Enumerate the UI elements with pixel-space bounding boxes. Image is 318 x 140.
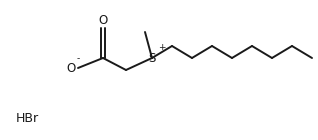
Text: +: + bbox=[158, 43, 165, 52]
Text: S: S bbox=[148, 52, 156, 65]
Text: O: O bbox=[98, 14, 107, 27]
Text: -: - bbox=[77, 54, 80, 63]
Text: HBr: HBr bbox=[16, 113, 39, 125]
Text: O: O bbox=[67, 61, 76, 74]
